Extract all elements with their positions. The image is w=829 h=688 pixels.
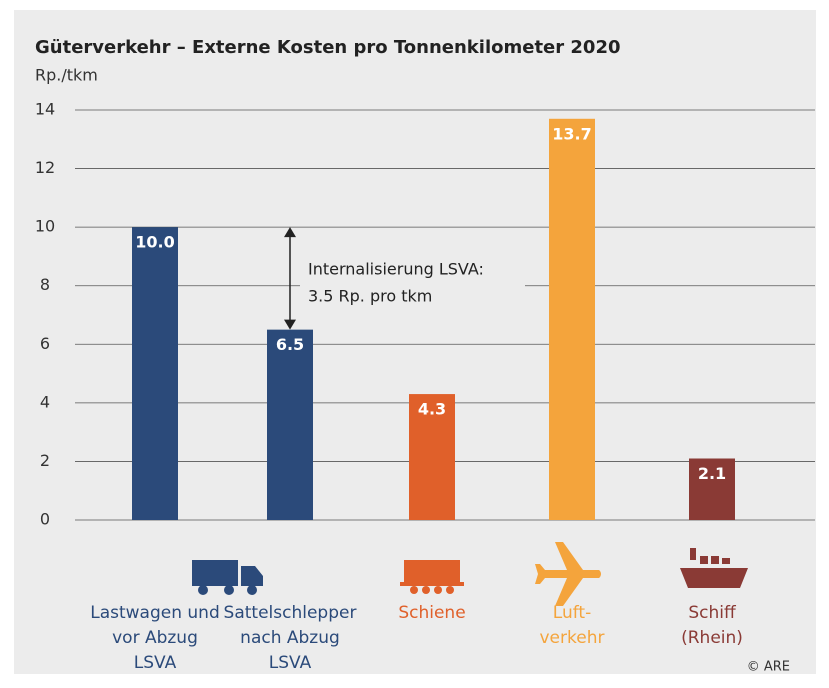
- bar: [689, 458, 735, 520]
- annotation: Internalisierung LSVA:: [308, 260, 484, 279]
- y-tick-label: 0: [40, 510, 50, 529]
- x-tick-label: Schiene: [398, 603, 465, 623]
- y-tick-label: 8: [40, 275, 50, 294]
- value-label: 13.7: [552, 124, 591, 143]
- value-label: 6.5: [276, 335, 304, 354]
- annotation-bg: [300, 255, 525, 310]
- bar: [549, 118, 595, 521]
- x-tick-label: (Rhein): [681, 628, 743, 648]
- x-tick-label: Sattelschlepper: [224, 603, 357, 623]
- bar: [409, 394, 455, 520]
- x-tick-label: LSVA: [269, 653, 312, 673]
- arrow-head: [284, 227, 296, 238]
- bar: [132, 227, 178, 520]
- y-unit: Rp./tkm: [35, 66, 98, 85]
- source: © ARE: [747, 660, 790, 675]
- x-tick-label: verkehr: [540, 628, 605, 648]
- truck-icon: [192, 560, 263, 595]
- rail-icon: [400, 560, 464, 594]
- x-tick-label: nach Abzug: [240, 628, 340, 648]
- value-label: 10.0: [135, 233, 174, 252]
- value-label: 2.1: [698, 464, 726, 483]
- y-tick-label: 6: [40, 334, 50, 353]
- arrow-head: [284, 319, 296, 330]
- y-tick-label: 2: [40, 451, 50, 470]
- value-label: 4.3: [418, 400, 446, 419]
- chart-title: Güterverkehr – Externe Kosten pro Tonnen…: [35, 37, 621, 58]
- x-tick-label: Luft-: [553, 603, 591, 623]
- y-tick-label: 10: [35, 217, 55, 236]
- x-tick-label: Schiff: [688, 603, 737, 623]
- y-tick-label: 14: [35, 100, 55, 119]
- y-tick-label: 12: [35, 158, 55, 177]
- ship-icon: [680, 548, 748, 588]
- y-tick-label: 4: [40, 392, 50, 411]
- bar: [267, 329, 313, 520]
- x-tick-label: vor Abzug: [112, 628, 198, 648]
- plane-icon: [535, 542, 601, 606]
- annotation: 3.5 Rp. pro tkm: [308, 287, 432, 306]
- x-tick-label: LSVA: [134, 653, 177, 673]
- x-tick-label: Lastwagen und: [90, 603, 220, 623]
